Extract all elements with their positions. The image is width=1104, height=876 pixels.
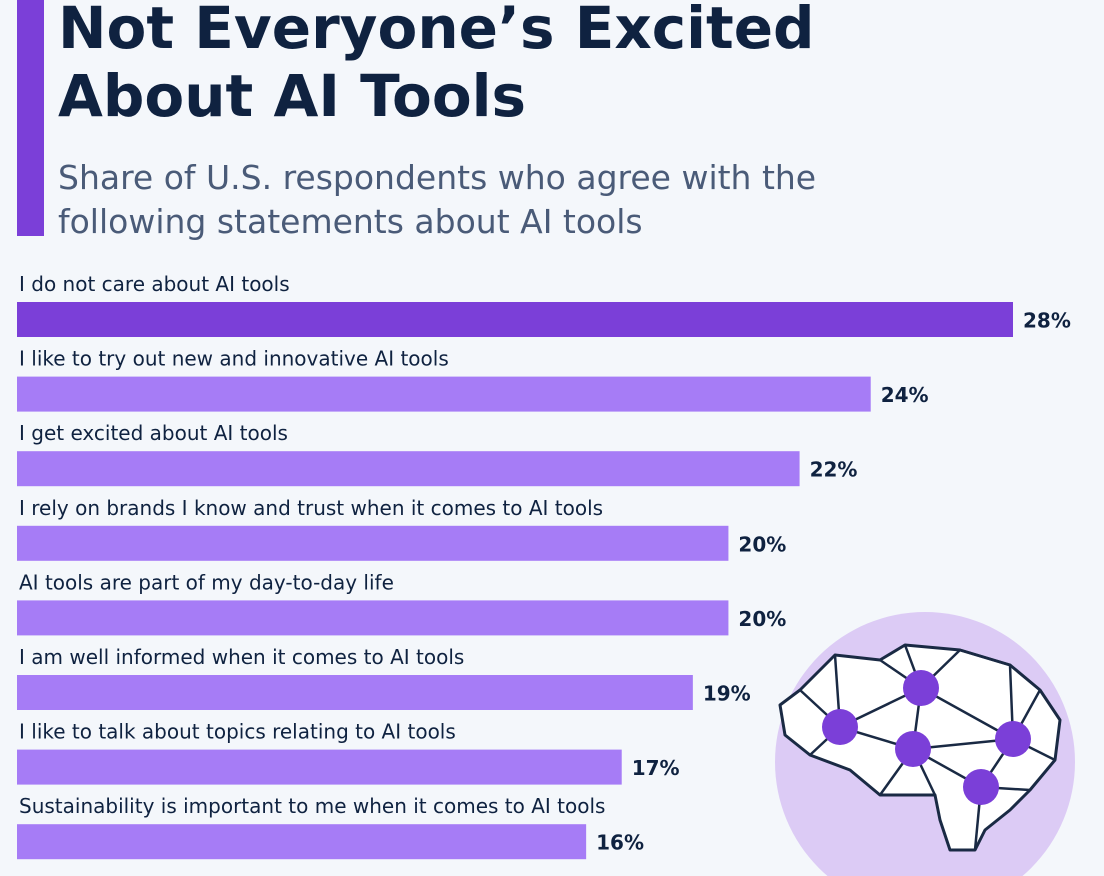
chart-title: Not Everyone’s Excited About AI Tools	[58, 0, 815, 130]
brain-illustration	[775, 612, 1075, 876]
chart-subtitle: Share of U.S. respondents who agree with…	[58, 158, 817, 241]
value-label: 24%	[881, 383, 929, 407]
category-label: AI tools are part of my day-to-day life	[19, 570, 394, 594]
value-label: 20%	[738, 532, 786, 556]
category-label: I get excited about AI tools	[19, 421, 288, 445]
category-label: I like to talk about topics relating to …	[19, 720, 456, 744]
value-label: 17%	[632, 756, 680, 780]
category-label: I rely on brands I know and trust when i…	[19, 496, 603, 520]
bar	[17, 749, 622, 785]
bar	[17, 451, 800, 487]
value-label: 22%	[810, 458, 858, 482]
value-label: 16%	[596, 831, 644, 855]
bar	[17, 302, 1013, 337]
value-label: 20%	[738, 607, 786, 631]
bar	[17, 600, 729, 636]
category-label: I do not care about AI tools	[19, 272, 290, 296]
bar	[17, 525, 729, 561]
value-label: 19%	[703, 682, 751, 706]
bar	[17, 675, 693, 710]
category-label: I am well informed when it comes to AI t…	[19, 645, 464, 669]
accent-bar	[17, 0, 44, 236]
value-label: 28%	[1023, 309, 1071, 333]
bar	[17, 824, 587, 860]
category-label: Sustainability is important to me when i…	[19, 794, 605, 818]
bar	[17, 376, 871, 412]
category-label: I like to try out new and innovative AI …	[19, 347, 449, 371]
